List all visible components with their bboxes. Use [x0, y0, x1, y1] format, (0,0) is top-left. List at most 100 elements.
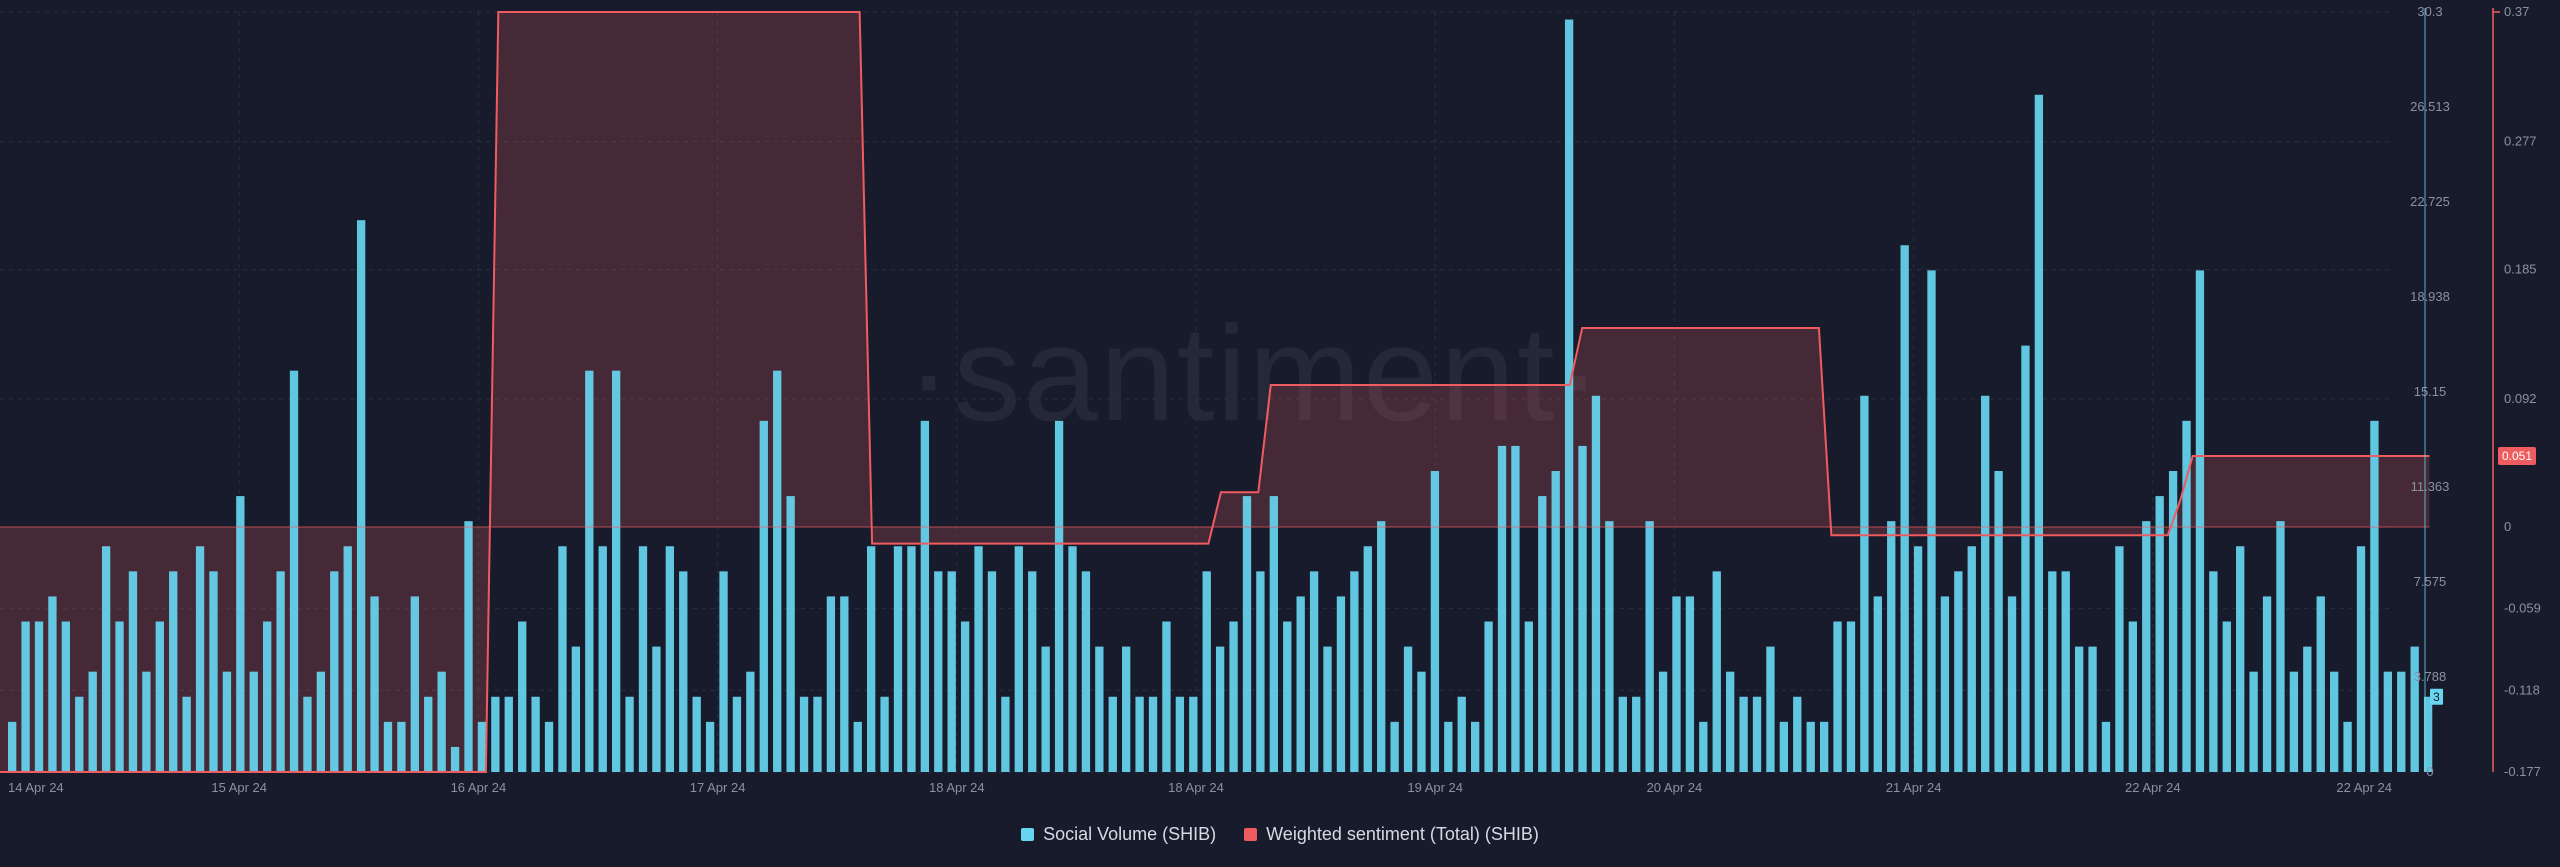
- volume-bar: [289, 370, 299, 772]
- volume-bar: [155, 621, 164, 772]
- volume-bar: [2222, 621, 2231, 772]
- volume-bar: [370, 596, 379, 772]
- volume-bar: [1605, 521, 1614, 772]
- volume-bar: [960, 621, 970, 772]
- volume-bar: [34, 621, 44, 772]
- volume-bar: [826, 596, 836, 772]
- volume-bar: [1806, 721, 1815, 772]
- volume-bar: [1028, 571, 1037, 772]
- volume-bar: [2182, 420, 2191, 772]
- sentiment-line: [0, 11, 2430, 773]
- volume-bar: [638, 546, 648, 772]
- volume-bar: [263, 621, 272, 772]
- volume-bar: [397, 721, 406, 772]
- volume-bar: [1645, 521, 1654, 772]
- volume-bar: [2423, 696, 2433, 772]
- volume-bar: [88, 671, 97, 772]
- volume-bar: [1081, 571, 1091, 772]
- y-right-tick-label: -0.118: [2504, 682, 2540, 697]
- volume-bar: [1189, 696, 1198, 772]
- volume-bar: [1967, 546, 1976, 772]
- sentiment-area: [0, 12, 2430, 772]
- volume-bar: [1068, 546, 1077, 772]
- legend-item-social-volume[interactable]: Social Volume (SHIB): [1021, 824, 1216, 845]
- y-left-tick-label: 11.363: [2411, 479, 2450, 494]
- volume-bar: [611, 370, 621, 772]
- legend-item-weighted-sentiment[interactable]: Weighted sentiment (Total) (SHIB): [1244, 824, 1539, 845]
- y-right-tick-label: -0.059: [2504, 601, 2541, 616]
- volume-bar: [1766, 646, 1775, 772]
- volume-bar: [1363, 546, 1372, 772]
- volume-bar: [1457, 696, 1466, 772]
- volume-bar: [2249, 671, 2258, 772]
- volume-bar: [2383, 671, 2393, 772]
- volume-bar: [356, 220, 366, 772]
- volume-bar: [1296, 596, 1305, 772]
- volume-bar: [1001, 696, 1010, 772]
- volume-bar: [303, 696, 312, 772]
- volume-bar: [1618, 696, 1627, 772]
- volume-bar: [974, 546, 983, 772]
- volume-bar: [1793, 696, 1802, 772]
- legend-swatch-social-volume: [1021, 827, 1035, 841]
- volume-bar: [1913, 546, 1923, 772]
- volume-bar: [867, 546, 876, 772]
- volume-bar: [1417, 671, 1426, 772]
- volume-bar: [128, 571, 138, 772]
- sentiment-line-layer: [0, 11, 2430, 773]
- volume-bar: [195, 546, 205, 772]
- x-tick-label: 17 Apr 24: [690, 780, 746, 795]
- volume-bar: [182, 696, 191, 772]
- volume-bar: [773, 370, 782, 772]
- volume-bar: [880, 696, 889, 772]
- volume-bar: [625, 696, 634, 772]
- volume-bar: [2007, 596, 2017, 772]
- volume-last-value-badge: 3: [2433, 690, 2440, 704]
- volume-bar: [61, 621, 71, 772]
- volume-bar: [1202, 571, 1211, 772]
- volume-bar: [2329, 671, 2339, 772]
- volume-bar: [544, 721, 554, 772]
- volume-bar: [1900, 245, 1909, 772]
- volume-bar: [665, 546, 674, 772]
- volume-bar: [1242, 496, 1252, 772]
- x-tick-label: 21 Apr 24: [1886, 780, 1942, 795]
- y-right-tick-label: -0.177: [2504, 764, 2541, 779]
- y-left-tick-label: 30.3: [2417, 4, 2442, 19]
- volume-bar: [1350, 571, 1359, 772]
- volume-bar: [316, 671, 326, 772]
- volume-bar: [2168, 471, 2178, 772]
- volume-bars: [8, 19, 2433, 772]
- volume-bar: [531, 696, 540, 772]
- x-tick-label: 15 Apr 24: [211, 780, 267, 795]
- volume-bar: [222, 671, 232, 772]
- sentiment-area-fill: [0, 12, 2430, 772]
- volume-bar: [504, 696, 513, 772]
- volume-bar: [1377, 521, 1386, 772]
- volume-bar: [75, 696, 84, 772]
- y-left-tick-label: 22.725: [2410, 194, 2450, 209]
- volume-bar: [236, 496, 245, 772]
- volume-bar: [1578, 445, 1587, 772]
- volume-bar: [2209, 571, 2218, 772]
- sentiment-last-value-badge-bg: [2498, 447, 2536, 466]
- volume-bar: [1175, 696, 1185, 772]
- volume-bar: [598, 546, 607, 772]
- volume-bar: [437, 671, 446, 772]
- volume-bar: [947, 571, 956, 772]
- x-tick-label: 22 Apr 24: [2336, 780, 2392, 795]
- volume-bar: [799, 696, 809, 772]
- volume-bar: [2195, 270, 2205, 772]
- volume-bar: [1122, 646, 1131, 772]
- volume-bar: [732, 696, 742, 772]
- volume-bar: [1470, 721, 1480, 772]
- volume-bar: [491, 696, 500, 772]
- volume-bar: [813, 696, 822, 772]
- volume-bar: [1524, 621, 1534, 772]
- volume-bar: [2410, 646, 2419, 772]
- volume-bar: [115, 621, 124, 772]
- volume-bar: [1511, 445, 1520, 772]
- volume-bar: [383, 721, 393, 772]
- volume-bar: [987, 571, 997, 772]
